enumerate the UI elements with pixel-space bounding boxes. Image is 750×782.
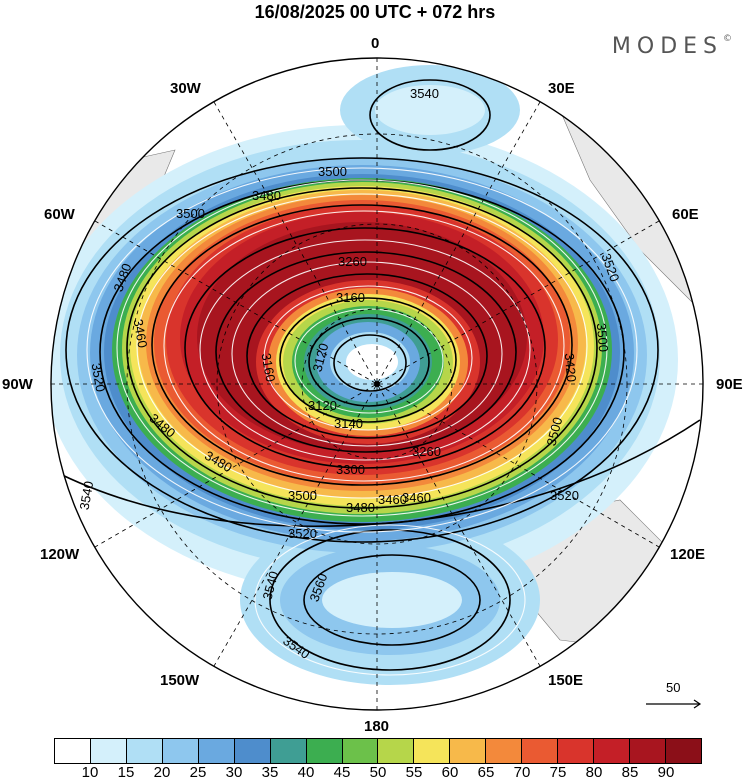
lon-label-180: 180 bbox=[364, 718, 390, 735]
lon-label-120w: 120W bbox=[40, 546, 80, 563]
brand-mark: © bbox=[723, 34, 732, 44]
wind-speed-field bbox=[51, 58, 703, 710]
colorbar-tick-label: 30 bbox=[225, 764, 243, 781]
colorbar-swatch bbox=[342, 739, 379, 763]
colorbar-tick-label: 80 bbox=[585, 764, 603, 781]
colorbar-tick-label: 10 bbox=[81, 764, 99, 781]
colorbar-tick-label: 45 bbox=[333, 764, 351, 781]
colorbar-swatch bbox=[306, 739, 343, 763]
reference-vector: 50 bbox=[640, 680, 710, 710]
brand-text: MODES bbox=[611, 34, 723, 59]
colorbar-swatch bbox=[234, 739, 271, 763]
colorbar-swatch bbox=[630, 739, 666, 763]
colorbar-swatch bbox=[198, 739, 235, 763]
colorbar-swatch bbox=[414, 739, 451, 763]
colorbar-swatch bbox=[162, 739, 199, 763]
colorbar-swatch bbox=[55, 739, 91, 763]
colorbar-swatch bbox=[90, 739, 127, 763]
colorbar-tick-label: 60 bbox=[441, 764, 459, 781]
colorbar-swatch bbox=[450, 739, 487, 763]
lon-label-120e: 120E bbox=[670, 546, 706, 563]
lon-label-30e: 30E bbox=[548, 80, 575, 97]
colorbar-swatch bbox=[270, 739, 307, 763]
reference-vector-label: 50 bbox=[666, 680, 681, 695]
graticule bbox=[51, 58, 703, 710]
colorbar-tick-label: 90 bbox=[657, 764, 675, 781]
colorbar bbox=[54, 738, 702, 764]
modes-logo: MODES© bbox=[612, 34, 732, 59]
lon-label-60e: 60E bbox=[672, 206, 699, 223]
lon-label-60w: 60W bbox=[44, 206, 75, 223]
colorbar-swatch bbox=[522, 739, 559, 763]
lon-label-90e: 90E bbox=[716, 376, 743, 393]
height-contours bbox=[51, 79, 701, 671]
colorbar-tick-label: 55 bbox=[405, 764, 423, 781]
pole-marker bbox=[374, 381, 380, 387]
wind-vectors bbox=[86, 167, 638, 676]
colorbar-tick-label: 85 bbox=[621, 764, 639, 781]
colorbar-tick-label: 15 bbox=[117, 764, 135, 781]
lon-label-90w: 90W bbox=[2, 376, 33, 393]
colorbar-swatch bbox=[126, 739, 163, 763]
lon-label-150w: 150W bbox=[160, 672, 200, 689]
colorbar-ticks: 10 15 20 25 30 35 40 45 50 55 60 65 70 75 80 85 90 bbox=[0, 764, 750, 782]
map-border bbox=[50, 57, 704, 711]
map-title: 16/08/2025 00 UTC + 072 hrs bbox=[254, 2, 496, 22]
colorbar-swatch bbox=[378, 739, 415, 763]
reference-arrow-icon bbox=[646, 699, 702, 709]
colorbar-tick-label: 40 bbox=[297, 764, 315, 781]
colorbar-swatch bbox=[486, 739, 523, 763]
colorbar-tick-label: 65 bbox=[477, 764, 495, 781]
colorbar-tick-label: 35 bbox=[261, 764, 279, 781]
colorbar-swatch bbox=[558, 739, 595, 763]
colorbar-tick-label: 20 bbox=[153, 764, 171, 781]
colorbar-tick-label: 25 bbox=[189, 764, 207, 781]
lon-label-0: 0 bbox=[371, 35, 380, 52]
lon-label-150e: 150E bbox=[548, 672, 584, 689]
lon-label-30w: 30W bbox=[170, 80, 201, 97]
colorbar-tick-label: 50 bbox=[369, 764, 387, 781]
colorbar-swatch bbox=[594, 739, 630, 763]
colorbar-swatch bbox=[665, 739, 701, 763]
colorbar-tick-label: 75 bbox=[549, 764, 567, 781]
colorbar-tick-label: 70 bbox=[513, 764, 531, 781]
